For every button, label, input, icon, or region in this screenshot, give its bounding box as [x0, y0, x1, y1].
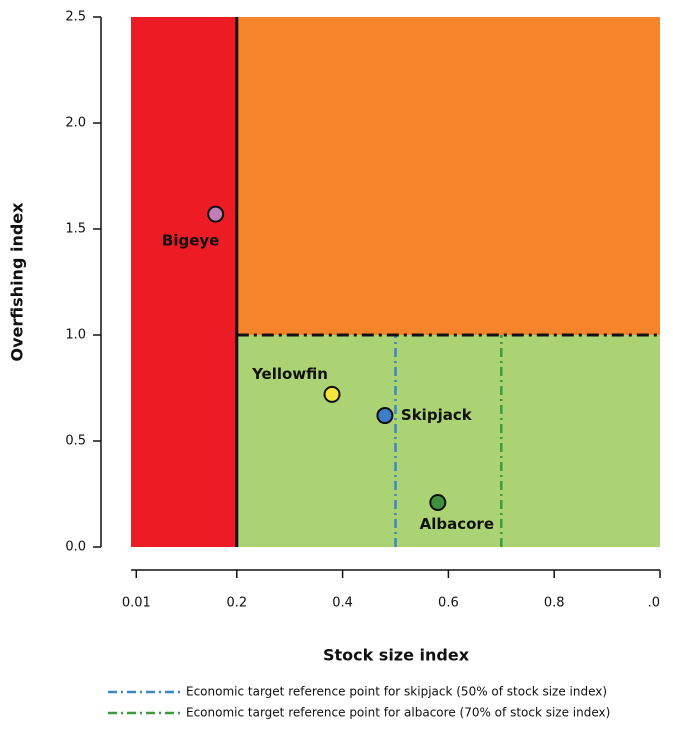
x-tick-label: 0.8	[544, 596, 565, 611]
legend-label: Economic target reference point for skip…	[186, 685, 607, 699]
x-tick-label: .0	[648, 596, 660, 611]
x-axis-title: Stock size index	[323, 646, 470, 665]
point	[207, 205, 225, 223]
region-overfished	[131, 17, 237, 547]
point	[376, 407, 394, 425]
y-axis-title: Overfishing index	[8, 202, 27, 362]
x-tick-label: 0.4	[332, 596, 353, 611]
x-tick-label: 0.01	[122, 596, 151, 611]
region-overfishing	[236, 17, 661, 335]
y-tick-label: 1.5	[65, 222, 86, 237]
x-tick-label: 0.6	[438, 596, 459, 611]
point-label: Skipjack	[401, 406, 473, 424]
y-tick-label: 2.5	[65, 10, 86, 25]
point-label: Bigeye	[162, 232, 219, 250]
region-healthy	[236, 335, 661, 547]
x-tick-label: 0.2	[226, 596, 247, 611]
point-label: Albacore	[420, 515, 494, 533]
legend-label: Economic target reference point for alba…	[186, 706, 610, 720]
y-tick-label: 1.0	[65, 328, 86, 343]
y-tick-label: 0.5	[65, 434, 86, 449]
y-tick-label: 0.0	[65, 540, 86, 555]
point-label: Yellowfin	[251, 365, 328, 383]
point	[429, 493, 447, 511]
y-tick-label: 2.0	[65, 116, 86, 131]
point	[323, 385, 341, 403]
